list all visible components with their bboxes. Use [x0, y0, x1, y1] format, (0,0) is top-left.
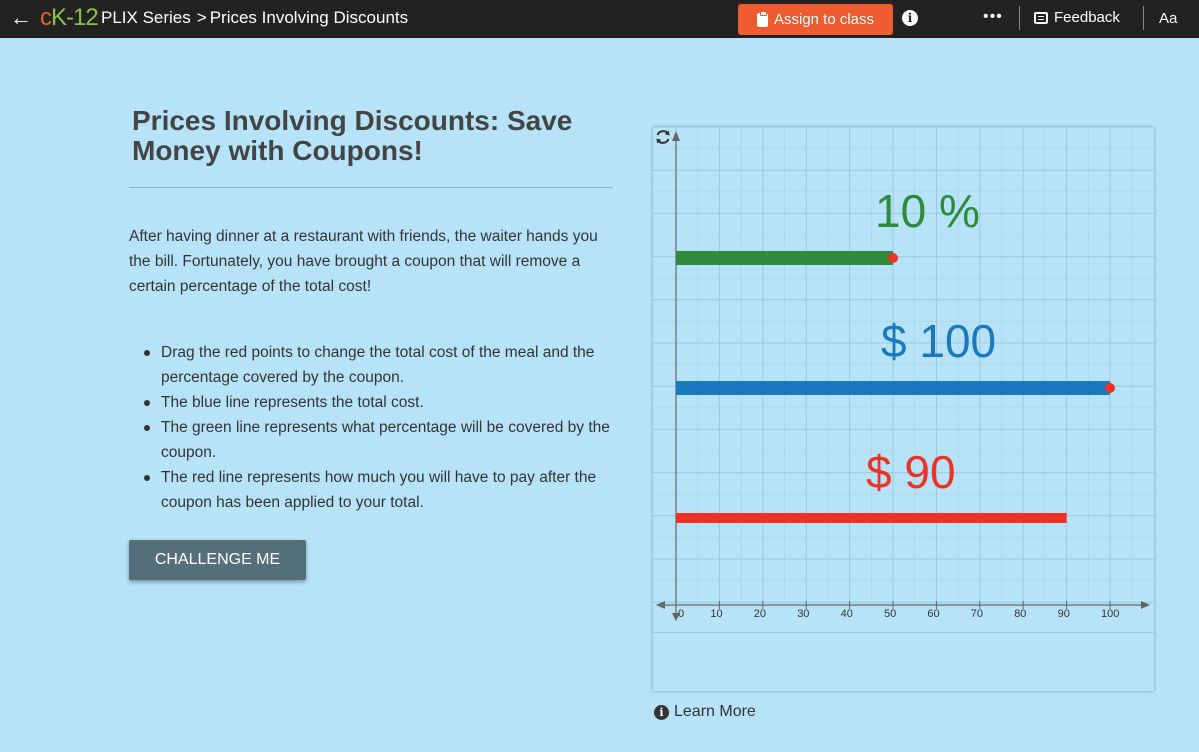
x-tick-label: 20 [754, 608, 766, 620]
x-tick-label: 40 [841, 608, 853, 620]
total-cost-label: $ 100 [881, 315, 996, 367]
x-axis-arrow [656, 601, 665, 609]
instruction-item: Drag the red points to change the total … [144, 340, 641, 390]
info-icon[interactable]: i [902, 10, 918, 26]
instruction-item: The red line represents how much you wil… [144, 465, 641, 515]
feedback-button[interactable]: Feedback [1034, 9, 1120, 26]
x-tick-label: 90 [1058, 608, 1070, 620]
x-tick-label: 100 [1101, 608, 1119, 620]
amount-to-pay-label: $ 90 [866, 446, 956, 498]
refresh-icon[interactable] [653, 127, 673, 147]
ck12-logo[interactable]: cK-12 [40, 4, 99, 31]
assign-to-class-button[interactable]: Assign to class [738, 4, 893, 35]
x-tick-label: 60 [927, 608, 939, 620]
breadcrumb-separator: > [196, 8, 207, 27]
text-size-button[interactable]: Aa [1159, 10, 1178, 27]
x-tick-label: 0 [678, 608, 684, 620]
more-options-icon[interactable]: ••• [983, 8, 1003, 25]
interactive-panel: 0 10 20 30 40 50 60 70 80 90 100 10 % $ 100 $ 90 [653, 127, 1154, 691]
panel-divider [653, 632, 1154, 633]
x-tick-label: 30 [797, 608, 809, 620]
learn-more-label: Learn More [674, 703, 756, 720]
total-cost-drag-handle[interactable] [1105, 383, 1115, 393]
info-icon: i [654, 704, 669, 720]
clipboard-icon [756, 10, 768, 27]
instruction-item: The blue line represents the total cost. [144, 390, 641, 415]
divider [1143, 6, 1144, 30]
x-axis-arrow [1141, 601, 1150, 609]
x-tick-label: 10 [710, 608, 722, 620]
percent-drag-handle[interactable] [888, 253, 898, 263]
learn-more-link[interactable]: i Learn More [654, 703, 756, 721]
intro-text: After having dinner at a restaurant with… [129, 228, 598, 295]
breadcrumb-series[interactable]: PLIX Series [101, 8, 191, 27]
challenge-me-button[interactable]: CHALLENGE ME [129, 540, 306, 580]
feedback-icon [1034, 11, 1048, 24]
percent-label: 10 % [875, 185, 980, 237]
x-tick-label: 80 [1014, 608, 1026, 620]
instructions-list: Drag the red points to change the total … [129, 340, 641, 515]
x-tick-label: 50 [884, 608, 896, 620]
divider [1019, 6, 1020, 30]
title-divider [129, 187, 613, 188]
discount-simulation[interactable]: 0 10 20 30 40 50 60 70 80 90 100 10 % $ 100 $ 90 [653, 127, 1154, 632]
feedback-label: Feedback [1054, 9, 1120, 26]
y-axis-arrow [672, 131, 680, 141]
y-axis-arrow [672, 613, 680, 621]
instruction-item: The green line represents what percentag… [144, 415, 641, 465]
page-title: Prices Involving Discounts: Save Money w… [132, 105, 573, 166]
breadcrumb: PLIX Series > Prices Involving Discounts [101, 8, 408, 28]
x-tick-label: 70 [971, 608, 983, 620]
breadcrumb-page: Prices Involving Discounts [209, 8, 409, 27]
top-bar: ← cK-12 PLIX Series > Prices Involving Dis… [0, 0, 1199, 38]
back-arrow-icon[interactable]: ← [10, 5, 32, 30]
assign-label: Assign to class [773, 11, 875, 28]
